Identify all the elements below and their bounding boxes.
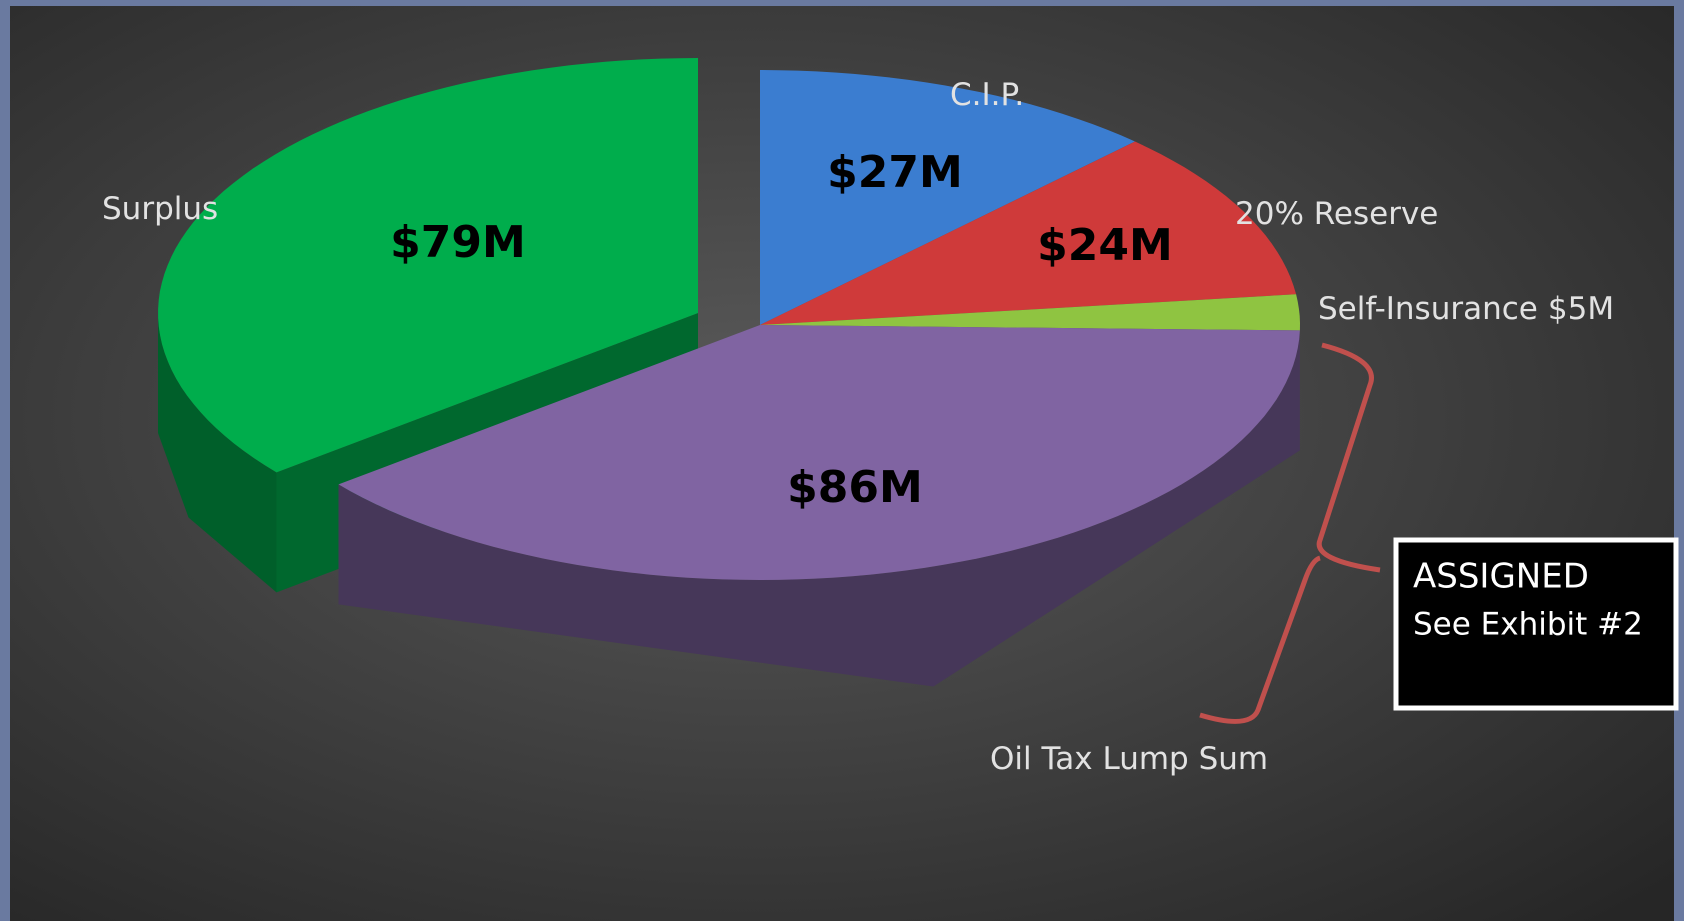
slice bbox=[760, 141, 1297, 325]
category-name: 20% Reserve bbox=[1235, 196, 1438, 232]
category-name: Oil Tax Lump Sum bbox=[990, 741, 1268, 777]
category-label: 20% Reserve bbox=[1235, 196, 1438, 232]
bracket bbox=[1199, 342, 1381, 724]
slice bbox=[760, 70, 1135, 325]
slice bbox=[760, 294, 1300, 331]
pie: C.I.P. $27M 20% Reserve $24M Self-Insurance $… bbox=[102, 58, 1614, 777]
category-label: C.I.P. bbox=[950, 77, 1024, 113]
slice bbox=[158, 58, 699, 473]
category-name: Surplus bbox=[102, 191, 218, 227]
category-label: Oil Tax Lump Sum bbox=[990, 741, 1268, 777]
category-label: Self-Insurance $5M bbox=[1318, 291, 1614, 327]
annotation-text: See Exhibit #2 bbox=[1413, 607, 1643, 643]
category-name: Self-Insurance bbox=[1318, 291, 1538, 327]
category-name: C.I.P. bbox=[950, 77, 1024, 113]
slice-side bbox=[338, 330, 1300, 687]
slice-side bbox=[158, 313, 277, 593]
value-label: $27M bbox=[827, 147, 963, 198]
slice bbox=[338, 325, 1300, 580]
value-label: $24M bbox=[1037, 220, 1173, 271]
annotation-box bbox=[1393, 537, 1679, 711]
value-label: $5M bbox=[1548, 291, 1614, 327]
value-label: $79M bbox=[390, 217, 526, 268]
annotation-title: ASSIGNED bbox=[1413, 557, 1589, 597]
value-label: $86M bbox=[787, 462, 923, 513]
category-label: Surplus bbox=[102, 191, 218, 227]
